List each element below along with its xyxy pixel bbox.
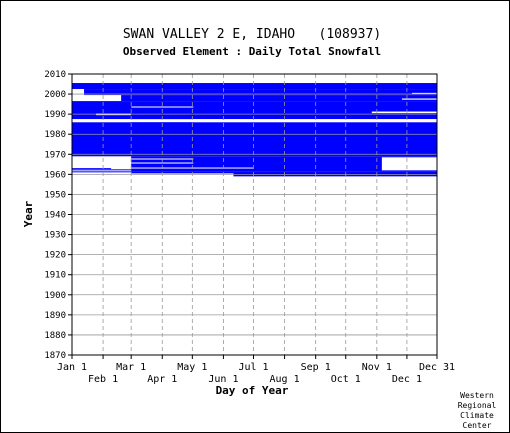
missing-gap-5 [72, 119, 132, 123]
credit-line-3: Center [463, 421, 492, 430]
observed-block-10 [233, 171, 437, 177]
y-tick-label-1990: 1990 [44, 110, 66, 120]
observed-block-0 [72, 122, 437, 157]
x-tick-label-335: Dec 1 [392, 374, 422, 385]
x-tick-label-365: Dec 31 [419, 362, 455, 373]
y-tick-label-1970: 1970 [44, 150, 66, 160]
y-tick-label-1960: 1960 [44, 170, 66, 180]
observed-block-2 [72, 83, 437, 90]
missing-gap-11 [72, 89, 84, 91]
y-tick-label-1940: 1940 [44, 211, 66, 221]
missing-gap-1 [131, 162, 194, 164]
observed-block-6 [72, 169, 132, 171]
y-tick-label-1950: 1950 [44, 190, 66, 200]
y-tick-label-1920: 1920 [44, 251, 66, 261]
observed-block-7 [72, 171, 132, 173]
y-axis: 1870 1880 1890 1900 1910 1920 1930 1940 1950 1960… [44, 70, 72, 361]
x-tick-label-1: Jan 1 [57, 362, 87, 373]
observed-block-5 [121, 95, 437, 102]
missing-gap-8 [411, 92, 437, 95]
x-tick-label-32: Feb 1 [88, 374, 118, 385]
y-tick-label-1900: 1900 [44, 291, 66, 301]
y-tick-label-1880: 1880 [44, 331, 66, 341]
x-tick-label-274: Oct 1 [331, 374, 361, 385]
x-tick-label-244: Sep 1 [301, 362, 331, 373]
chart-title: SWAN VALLEY 2 E, IDAHO (108937) [123, 27, 381, 42]
x-tick-label-152: Jun 1 [208, 374, 238, 385]
y-tick-label-1930: 1930 [44, 231, 66, 241]
x-tick-label-60: Mar 1 [116, 362, 146, 373]
y-tick-label-1910: 1910 [44, 271, 66, 281]
credit-line-1: Regional [458, 401, 497, 410]
y-tick-label-1890: 1890 [44, 311, 66, 321]
missing-gap-3 [381, 157, 437, 171]
credit-line-0: Western [460, 391, 494, 400]
missing-gap-9 [401, 98, 437, 100]
missing-gap-4 [191, 119, 437, 123]
observed-block-8 [72, 168, 112, 170]
x-tick-label-91: Apr 1 [147, 374, 177, 385]
x-tick-label-213: Aug 1 [270, 374, 300, 385]
x-tick-label-182: Jul 1 [238, 362, 268, 373]
grid-lines [71, 73, 438, 356]
x-axis: Jan 1 Mar 1 May 1 Jul 1 Sep 1 Nov 1 Dec 31 Feb … [57, 355, 455, 385]
y-tick-label-2000: 2000 [44, 90, 66, 100]
observed-block-9 [131, 171, 234, 174]
observed-block-4 [84, 89, 438, 96]
missing-gap-10 [131, 106, 194, 108]
y-tick-label-1870: 1870 [44, 351, 66, 361]
chart-subtitle: Observed Element : Daily Total Snowfall [123, 45, 381, 58]
x-axis-label: Day of Year [216, 384, 289, 397]
x-tick-label-305: Nov 1 [362, 362, 392, 373]
y-tick-label-2010: 2010 [44, 70, 66, 80]
x-tick-label-121: May 1 [177, 362, 207, 373]
y-axis-label: Year [22, 200, 35, 227]
missing-gap-7 [371, 111, 437, 114]
credit-line-2: Climate [460, 411, 494, 420]
y-tick-label-1980: 1980 [44, 130, 66, 140]
